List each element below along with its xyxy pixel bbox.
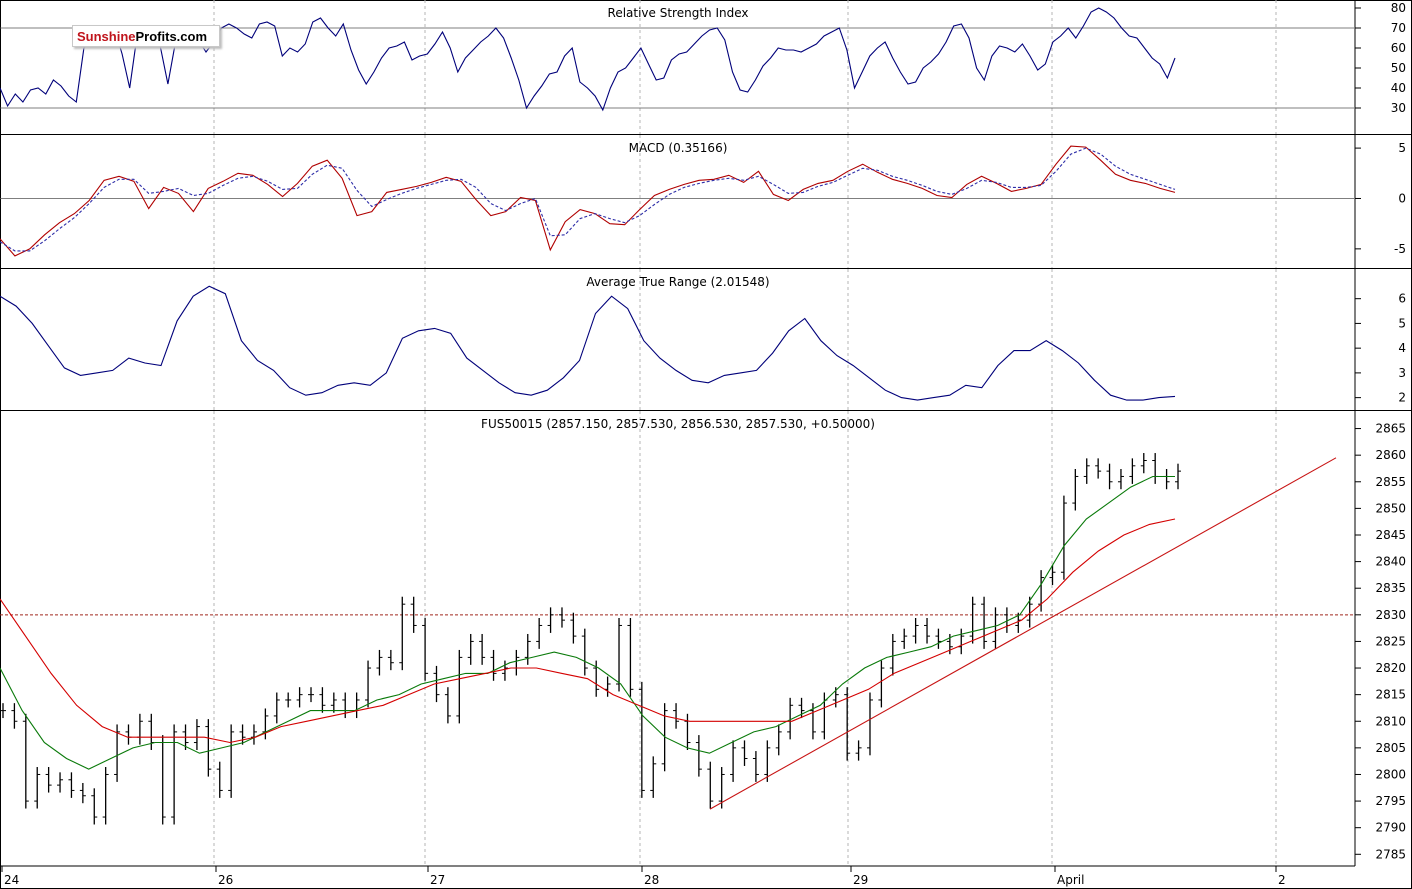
y-tick-label: 2855: [1375, 475, 1406, 489]
trend-line-line: [709, 457, 1337, 810]
y-tick-label: 80: [1391, 1, 1406, 15]
y-tick-label: 2835: [1375, 581, 1406, 595]
pane-4: FUS50015 (2857.150, 2857.530, 2856.530, …: [0, 410, 1412, 866]
pane-2: MACD (0.35166) -5 0 5: [0, 134, 1412, 268]
pane-title: MACD (0.35166): [629, 141, 728, 155]
y-tick-label: 2810: [1375, 714, 1406, 728]
series-line: [0, 285, 1176, 401]
y-tick-label: 6: [1398, 292, 1406, 306]
y-tick-label: 2805: [1375, 741, 1406, 755]
y-tick-label: 2830: [1375, 608, 1406, 622]
y-tick-label: 2865: [1375, 422, 1406, 436]
x-tick-label: 24: [4, 873, 19, 887]
x-tick-label: 26: [218, 873, 233, 887]
y-tick-label: 2785: [1375, 847, 1406, 861]
y-tick-label: -5: [1394, 242, 1406, 256]
y-tick-label: 5: [1398, 316, 1406, 330]
logo-part-2: Profits.com: [135, 29, 208, 44]
y-tick-label: 2790: [1375, 821, 1406, 835]
x-tick-label: 27: [430, 873, 445, 887]
y-tick-label: 2850: [1375, 501, 1406, 515]
y-tick-label: 2815: [1375, 688, 1406, 702]
y-tick-label: 2825: [1375, 634, 1406, 648]
series-line: [0, 7, 1176, 112]
y-tick-label: 2820: [1375, 661, 1406, 675]
y-tick-label: 50: [1391, 61, 1406, 75]
y-tick-label: 5: [1398, 141, 1406, 155]
x-tick-label: 29: [853, 873, 868, 887]
y-tick-label: 4: [1398, 341, 1406, 355]
y-tick-label: 40: [1391, 81, 1406, 95]
y-tick-label: 2800: [1375, 767, 1406, 781]
macd-line: [0, 145, 1176, 257]
y-tick-label: 2795: [1375, 794, 1406, 808]
pane-title: Relative Strength Index: [608, 6, 749, 20]
y-tick-label: 2860: [1375, 448, 1406, 462]
y-tick-label: 2: [1398, 391, 1406, 405]
pane-1: Relative Strength Index 30 40 50 60 70 80: [0, 0, 1406, 134]
x-tick-label: 2: [1278, 873, 1286, 887]
signal-line: [0, 147, 1176, 252]
brand-logo: SunshineProfits.com: [72, 25, 220, 47]
pane-title: Average True Range (2.01548): [586, 275, 769, 289]
ma-long-line: [0, 518, 1176, 744]
x-tick-label: April: [1057, 873, 1084, 887]
logo-part-1: Sunshine: [77, 29, 136, 44]
ma-short-line: [0, 475, 1175, 770]
y-tick-label: 30: [1391, 101, 1406, 115]
pane-title: FUS50015 (2857.150, 2857.530, 2856.530, …: [481, 417, 875, 431]
y-tick-label: 0: [1398, 191, 1406, 205]
y-tick-label: 70: [1391, 21, 1406, 35]
y-tick-label: 3: [1398, 366, 1406, 380]
y-tick-label: 2845: [1375, 528, 1406, 542]
pane-3: Average True Range (2.01548) 2 3 4 5 6: [0, 268, 1412, 410]
y-tick-label: 2840: [1375, 555, 1406, 569]
x-tick-label: 28: [644, 873, 659, 887]
y-tick-label: 60: [1391, 41, 1406, 55]
